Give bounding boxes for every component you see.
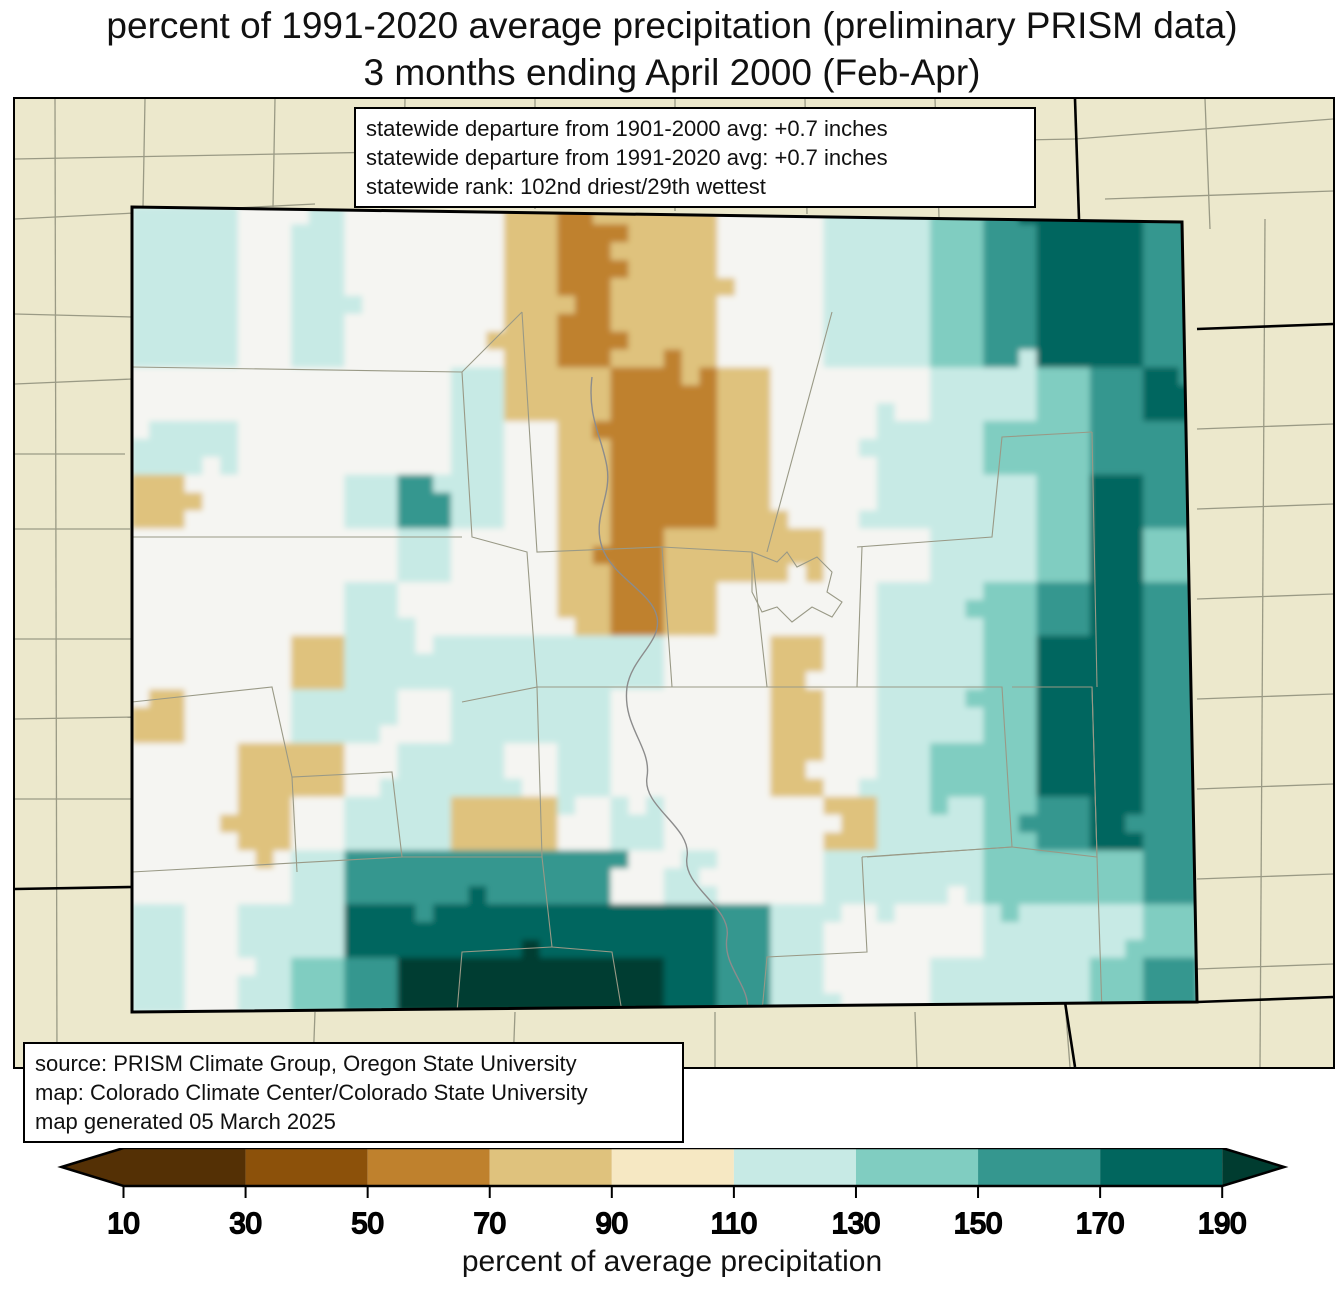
svg-text:170: 170 bbox=[1076, 1208, 1124, 1240]
svg-text:190: 190 bbox=[1198, 1208, 1246, 1240]
svg-text:10: 10 bbox=[107, 1208, 139, 1240]
svg-text:50: 50 bbox=[352, 1208, 384, 1240]
svg-text:90: 90 bbox=[596, 1208, 628, 1240]
svg-text:30: 30 bbox=[229, 1208, 261, 1240]
svg-text:110: 110 bbox=[711, 1208, 757, 1240]
svg-text:130: 130 bbox=[832, 1208, 880, 1240]
svg-text:70: 70 bbox=[474, 1208, 506, 1240]
svg-text:150: 150 bbox=[954, 1208, 1002, 1240]
